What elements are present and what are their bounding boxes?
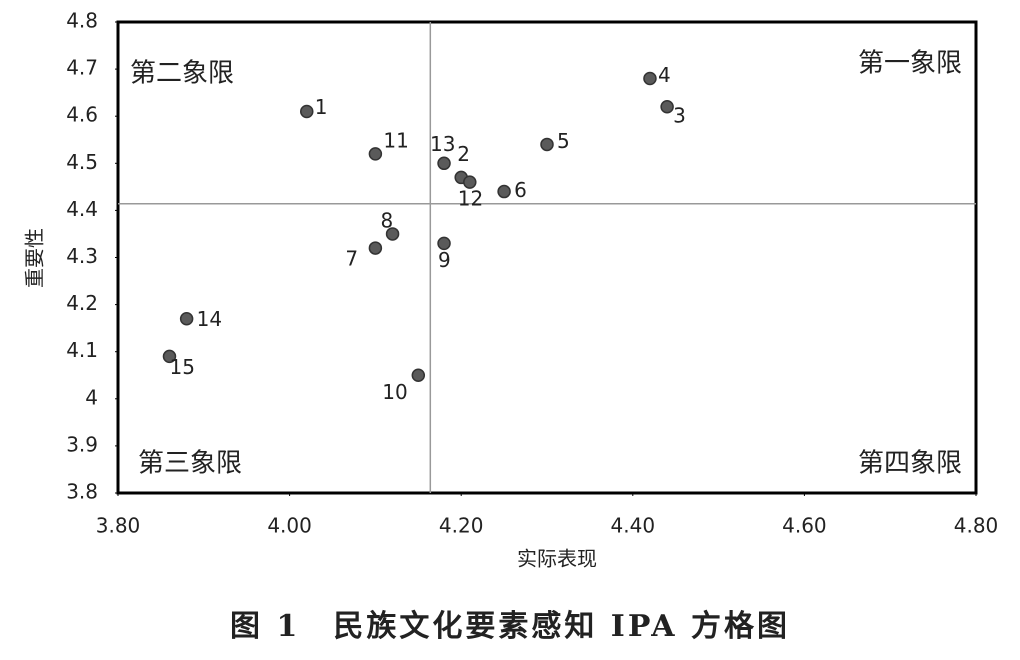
point-label: 12 — [458, 187, 483, 211]
point-label: 14 — [197, 307, 222, 331]
quadrant-label: 第二象限 — [130, 59, 234, 89]
x-tick-label: 4.00 — [267, 514, 312, 538]
point-label: 3 — [673, 103, 686, 127]
y-tick-label: 4.1 — [66, 338, 98, 362]
y-tick-label: 4.5 — [66, 150, 98, 174]
x-tick-label: 4.80 — [954, 514, 999, 538]
caption: 图 1 民族文化要素感知 IPA 方格图 — [230, 609, 790, 644]
point — [497, 184, 511, 199]
point-label: 11 — [383, 128, 408, 152]
quadrant-label: 第一象限 — [858, 49, 962, 79]
point — [162, 349, 177, 364]
y-tick-label: 4.8 — [66, 9, 98, 33]
point-label: 4 — [658, 63, 671, 87]
y-tick-label: 4.2 — [66, 291, 98, 315]
point-label: 13 — [430, 132, 455, 156]
point-label: 6 — [514, 178, 527, 202]
point-label: 9 — [438, 248, 451, 272]
point — [437, 236, 451, 251]
point-label: 15 — [169, 355, 194, 379]
y-tick-label: 4.4 — [66, 197, 98, 221]
point-label: 10 — [382, 380, 407, 404]
y-tick-label: 4.6 — [66, 103, 98, 127]
plot-frame — [116, 20, 978, 495]
y-tick-label: 4 — [85, 385, 98, 409]
point — [179, 311, 194, 326]
x-tick-label: 3.80 — [96, 514, 141, 538]
quadrant-label: 第四象限 — [858, 449, 962, 479]
y-axis-label: 重要性 — [23, 228, 47, 288]
point — [300, 104, 314, 119]
x-tick-label: 4.60 — [782, 514, 827, 538]
point — [368, 241, 383, 255]
x-tick-label: 4.40 — [611, 514, 656, 538]
point-label: 2 — [457, 142, 470, 166]
point — [463, 175, 477, 189]
point — [385, 227, 400, 241]
y-tick-label: 3.8 — [66, 480, 98, 504]
y-tick-label: 4.7 — [66, 56, 98, 80]
x-tick-label: 4.20 — [439, 514, 484, 538]
quadrant-label: 第三象限 — [138, 449, 242, 479]
point-label: 8 — [381, 208, 394, 232]
point-label: 1 — [315, 95, 328, 119]
point — [411, 368, 426, 382]
point-label: 5 — [557, 129, 570, 153]
point — [437, 156, 451, 171]
point-label: 7 — [345, 247, 358, 271]
y-tick-label: 4.3 — [66, 244, 98, 268]
point — [540, 137, 554, 152]
y-tick-label: 3.9 — [66, 432, 98, 456]
x-axis-label: 实际表现 — [517, 547, 597, 571]
point — [660, 100, 674, 114]
point — [643, 71, 657, 86]
point — [368, 147, 383, 161]
